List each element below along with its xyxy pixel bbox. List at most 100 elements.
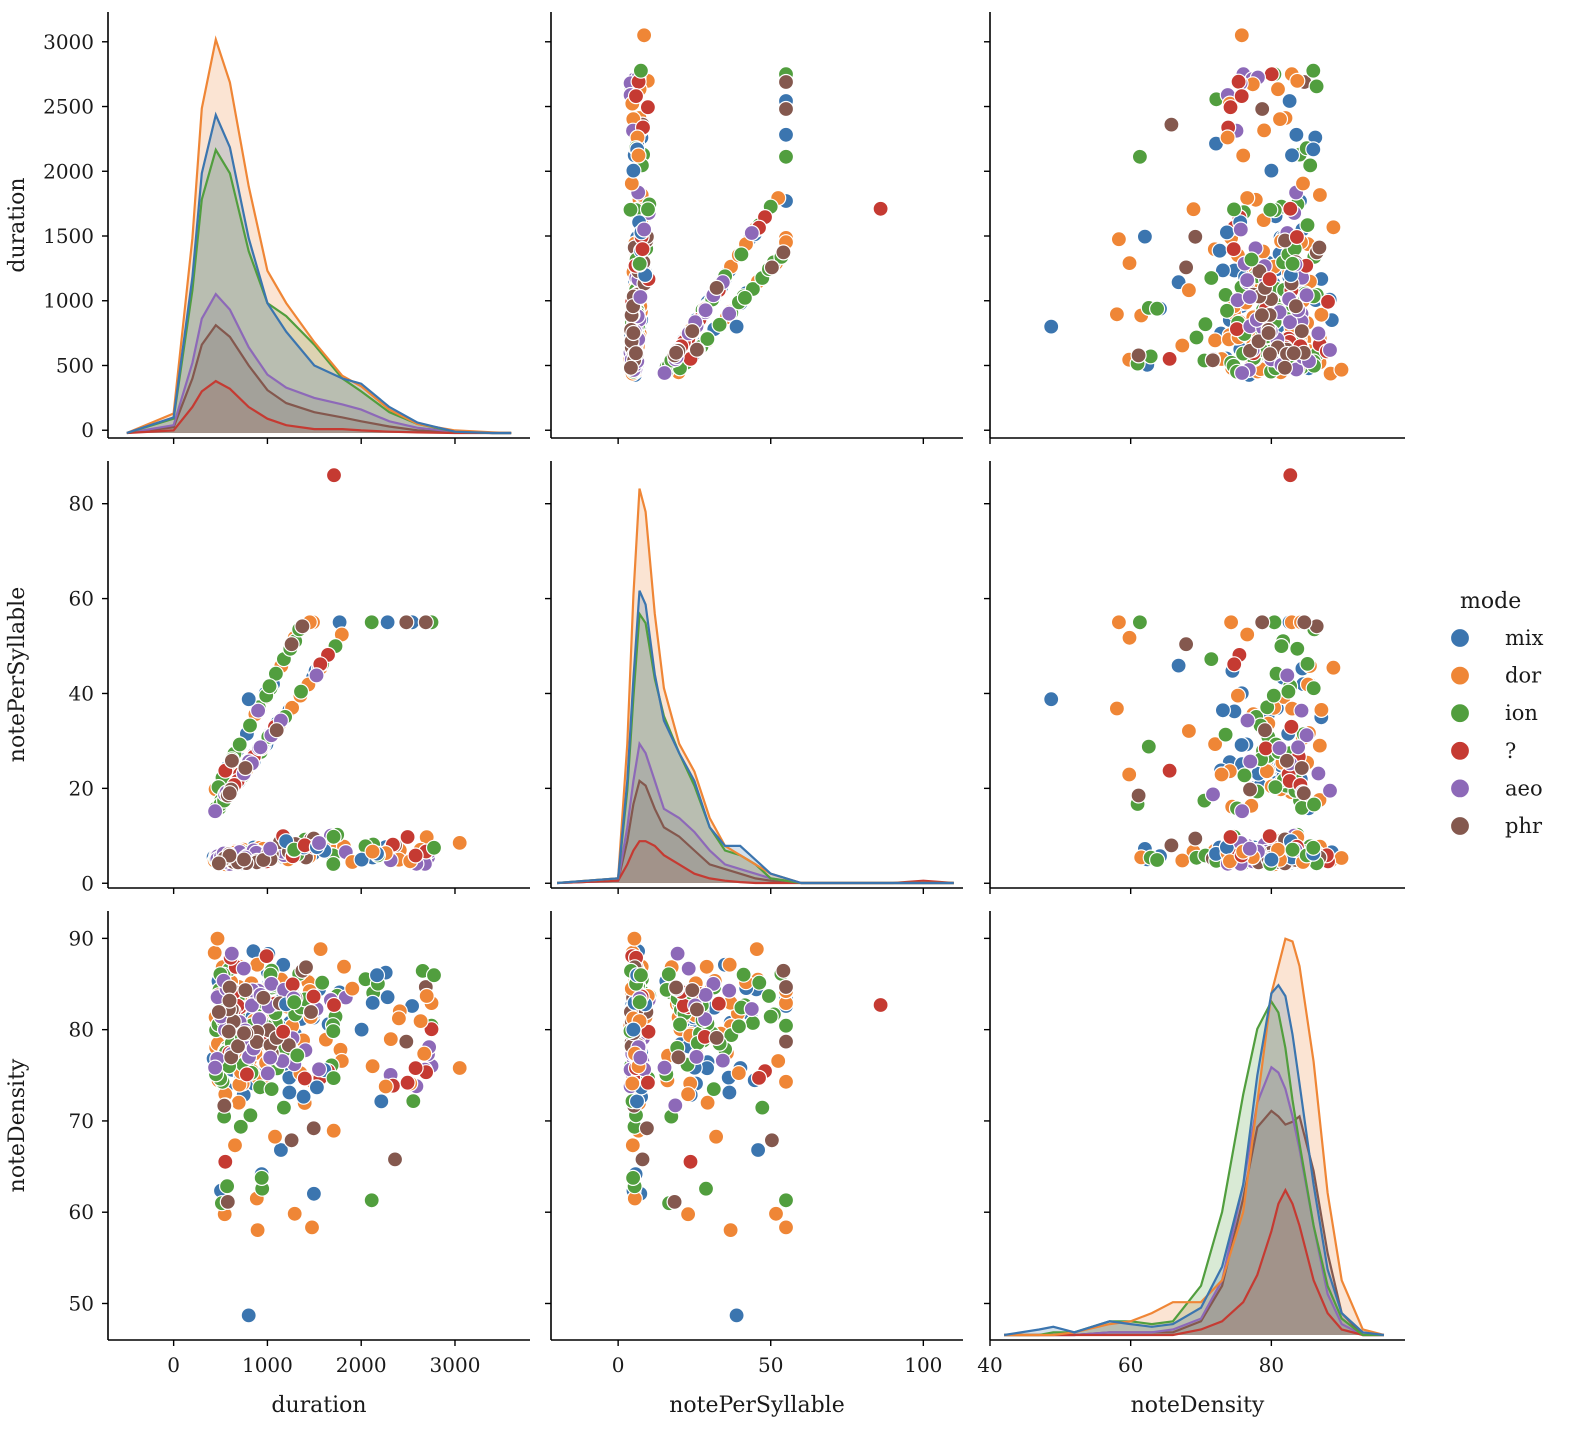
legend-label: ion [1505, 701, 1538, 725]
point-ion [325, 855, 342, 873]
x-tick-label: 1000 [242, 1353, 293, 1377]
point-dor [1325, 659, 1342, 676]
y-tick-label: 0 [81, 871, 94, 895]
point-dor [699, 1094, 716, 1111]
pairplot-grid: 050010001500200025003000duration02040608… [5, 12, 1405, 1418]
point-? [258, 947, 275, 965]
point-phr [1311, 239, 1328, 256]
kde-fill-mix [126, 114, 512, 434]
point-phr [1177, 636, 1195, 653]
point-dor [416, 1045, 433, 1062]
point-ion [735, 966, 752, 983]
y-tick-label: 2500 [43, 95, 94, 119]
y-tick-label: 20 [69, 776, 94, 800]
y-tick-label: 90 [69, 926, 94, 950]
point-ion [1217, 726, 1234, 743]
kde-line-? [1004, 1187, 1384, 1337]
point-dor [335, 958, 353, 975]
kde-line-ion [557, 610, 954, 885]
point-ion [261, 678, 278, 695]
point-ion [1131, 148, 1149, 165]
legend-label: dor [1505, 664, 1542, 688]
point-mix [281, 1084, 298, 1101]
point-aeo [1232, 221, 1249, 238]
point-aeo [632, 288, 649, 306]
kde-fill-ion [126, 149, 512, 433]
point-dor [377, 1078, 394, 1095]
point-phr [297, 959, 315, 976]
point-phr [1163, 116, 1180, 133]
cell-notePerSyllable-vs-noteDensity [984, 461, 1405, 894]
point-phr [708, 279, 725, 296]
point-aeo [680, 960, 697, 977]
point-ion [425, 967, 443, 984]
point-dor [1233, 27, 1250, 44]
point-ion [1305, 62, 1322, 79]
point-dor [1333, 361, 1350, 378]
point-dor [635, 27, 653, 44]
point-ion [1225, 201, 1243, 218]
point-aeo [1293, 702, 1310, 719]
kde-fill-aeo [126, 294, 512, 433]
point-dor [412, 1012, 429, 1030]
point-phr [1278, 752, 1296, 769]
point-phr [777, 73, 795, 91]
point-? [1257, 740, 1274, 757]
point-phr [622, 359, 640, 376]
y-tick-label: 80 [69, 1018, 94, 1042]
point-ion [231, 736, 248, 753]
point-mix [305, 1185, 322, 1202]
point-phr [777, 978, 795, 996]
point-? [1161, 762, 1178, 779]
point-dor [382, 1030, 399, 1048]
x-axis-label: noteDensity [1131, 1393, 1265, 1418]
point-mix [728, 1307, 745, 1324]
point-ion [1305, 796, 1323, 813]
kde-fill-phr [1004, 1110, 1384, 1335]
point-ion [241, 717, 259, 734]
point-ion [1273, 637, 1290, 655]
point-phr [219, 1193, 236, 1211]
point-? [1222, 828, 1239, 846]
cell-duration-vs-notePerSyllable [545, 12, 963, 444]
point-ion [363, 614, 380, 631]
point-mix [628, 1093, 646, 1110]
point-phr [1204, 352, 1221, 369]
kde-line-mix [1003, 983, 1385, 1337]
point-phr [237, 759, 254, 777]
point-dor [1333, 849, 1350, 867]
point-aeo [721, 982, 738, 999]
point-aeo [721, 305, 738, 322]
point-dor [1269, 81, 1287, 98]
point-dor [230, 1094, 247, 1111]
point-aeo [632, 1049, 649, 1066]
point-dor [390, 1010, 407, 1027]
kde-fill-aeo [1004, 1067, 1384, 1335]
point-? [1261, 271, 1278, 288]
point-ion [777, 1192, 795, 1209]
point-aeo [743, 224, 760, 242]
point-? [284, 976, 301, 993]
point-? [296, 1070, 313, 1087]
point-ion [754, 1099, 771, 1116]
point-phr [777, 1033, 795, 1050]
point-phr [1254, 614, 1271, 631]
point-dor [364, 843, 381, 860]
point-? [639, 99, 657, 116]
legend-item-dor: dor [1449, 664, 1542, 688]
point-ion [1305, 839, 1322, 856]
point-dor [1185, 201, 1202, 218]
point-ion [1236, 767, 1253, 784]
point-dor [1239, 626, 1256, 643]
point-ion [671, 1016, 689, 1033]
point-aeo [1321, 782, 1339, 799]
point-ion [1305, 680, 1322, 697]
point-dor [630, 147, 647, 164]
point-phr [688, 1001, 706, 1018]
point-phr [684, 323, 701, 340]
point-ion [325, 1022, 342, 1040]
point-aeo [1242, 753, 1259, 770]
point-ion [762, 1008, 779, 1025]
point-dor [1294, 175, 1312, 192]
point-aeo [1279, 667, 1296, 684]
